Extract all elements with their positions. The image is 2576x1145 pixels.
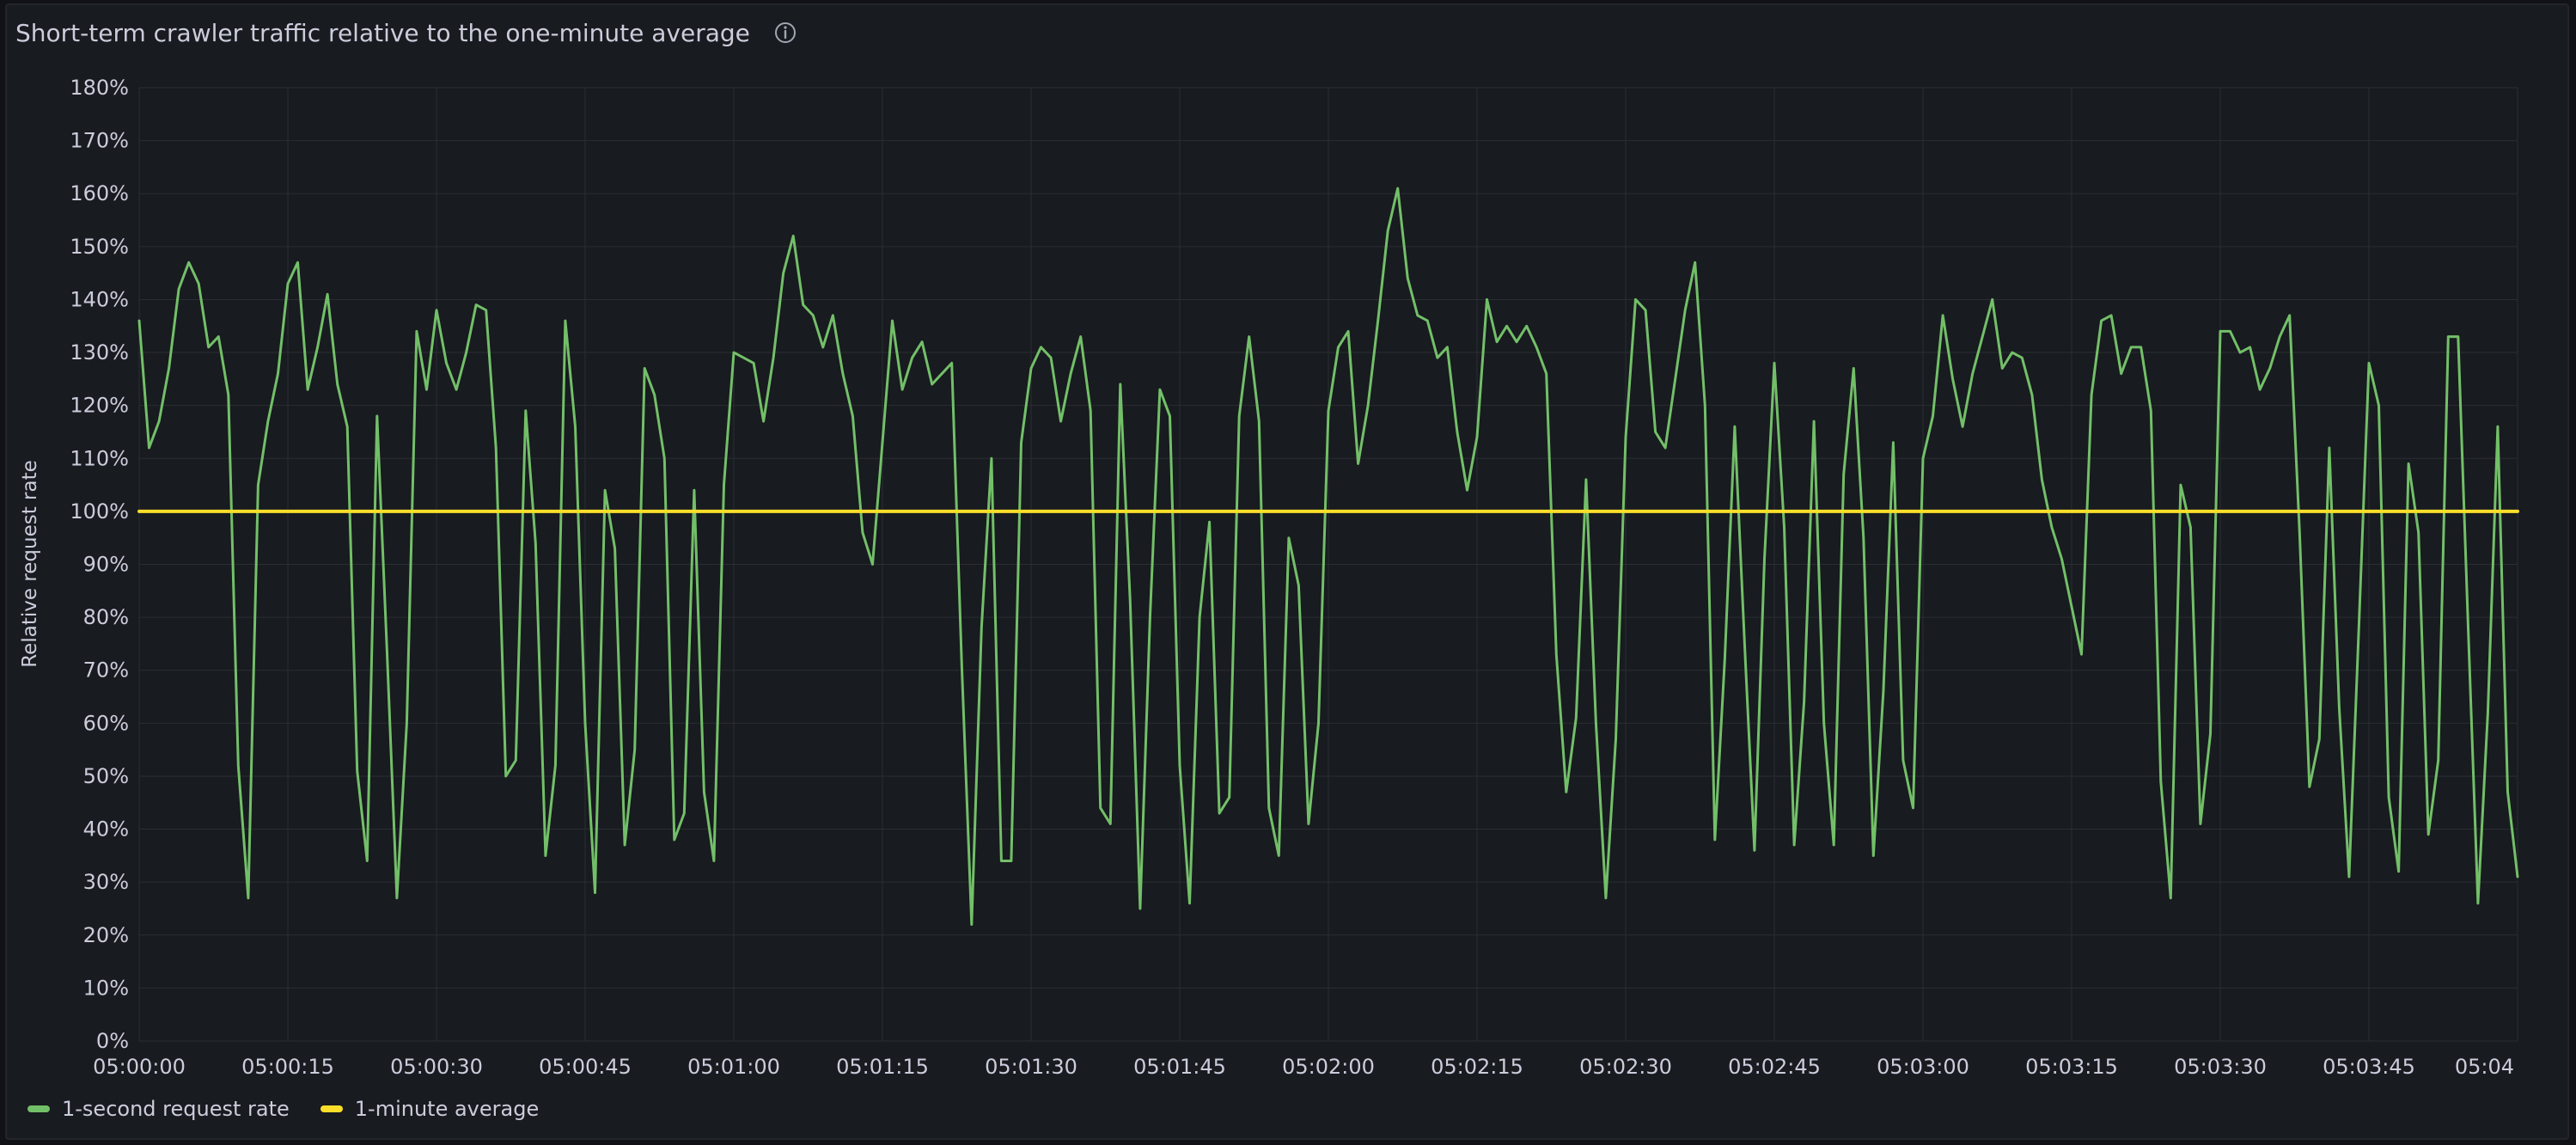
x-tick-label: 05:01:45: [1133, 1055, 1226, 1079]
x-tick-label: 05:03:45: [2323, 1055, 2415, 1079]
x-tick-label: 05:01:30: [985, 1055, 1077, 1079]
y-tick-label: 100%: [70, 499, 129, 524]
x-axis: 05:00:00 05:00:15 05:00:30 05:00:45 05:01:00…: [93, 1055, 2514, 1079]
y-tick-label: 0%: [96, 1029, 129, 1053]
x-tick-label: 05:00:30: [390, 1055, 483, 1079]
x-tick-label: 05:02:00: [1282, 1055, 1375, 1079]
y-axis-label: Relative request rate: [19, 460, 41, 668]
panel-header: Short-term crawler traffic relative to t…: [15, 12, 798, 53]
panel-title: Short-term crawler traffic relative to t…: [15, 18, 750, 47]
y-tick-label: 160%: [70, 181, 129, 205]
legend-swatch-minute-average: [320, 1105, 343, 1112]
y-tick-label: 70%: [83, 658, 129, 683]
info-circle-icon[interactable]: [772, 20, 798, 46]
y-tick-label: 150%: [70, 235, 129, 259]
y-tick-label: 140%: [70, 287, 129, 311]
y-tick-label: 30%: [83, 870, 129, 894]
y-tick-label: 110%: [70, 446, 129, 470]
y-tick-label: 90%: [83, 553, 129, 577]
y-tick-label: 20%: [83, 923, 129, 947]
x-tick-label: 05:01:00: [687, 1055, 780, 1079]
legend-item-request-rate[interactable]: 1-second request rate: [27, 1097, 290, 1121]
y-tick-label: 60%: [83, 711, 129, 735]
chart-legend: 1-second request rate 1-minute average: [27, 1092, 539, 1126]
x-tick-label: 05:00:15: [241, 1055, 334, 1079]
y-tick-label: 50%: [83, 764, 129, 788]
y-tick-label: 130%: [70, 340, 129, 364]
y-tick-label: 180%: [70, 76, 129, 100]
legend-item-minute-average[interactable]: 1-minute average: [320, 1097, 539, 1121]
x-tick-label: 05:03:00: [1877, 1055, 1969, 1079]
x-tick-label: 05:00:45: [539, 1055, 632, 1079]
x-tick-label: 05:03:15: [2025, 1055, 2118, 1079]
x-tick-label: 05:03:30: [2174, 1055, 2267, 1079]
legend-swatch-request-rate: [27, 1105, 50, 1112]
x-tick-label: 05:04: [2455, 1055, 2514, 1079]
x-tick-label: 05:00:00: [93, 1055, 186, 1079]
legend-label-minute-average: 1-minute average: [354, 1097, 540, 1121]
legend-label-request-rate: 1-second request rate: [62, 1097, 290, 1121]
series-layer: [137, 187, 2519, 926]
x-tick-label: 05:01:15: [836, 1055, 929, 1079]
x-tick-label: 05:02:15: [1431, 1055, 1523, 1079]
grid: [138, 87, 2518, 1042]
y-tick-label: 10%: [83, 976, 129, 1000]
y-axis: 0% 10% 20% 30% 40% 50% 60% 70% 80% 90% 100% 110% 120…: [70, 76, 129, 1053]
x-tick-label: 05:02:30: [1579, 1055, 1672, 1079]
y-tick-label: 80%: [83, 605, 129, 629]
y-tick-label: 40%: [83, 817, 129, 842]
y-tick-label: 120%: [70, 394, 129, 418]
x-tick-label: 05:02:45: [1728, 1055, 1821, 1079]
y-tick-label: 170%: [70, 129, 129, 153]
series-line-request-rate[interactable]: [137, 187, 2519, 926]
